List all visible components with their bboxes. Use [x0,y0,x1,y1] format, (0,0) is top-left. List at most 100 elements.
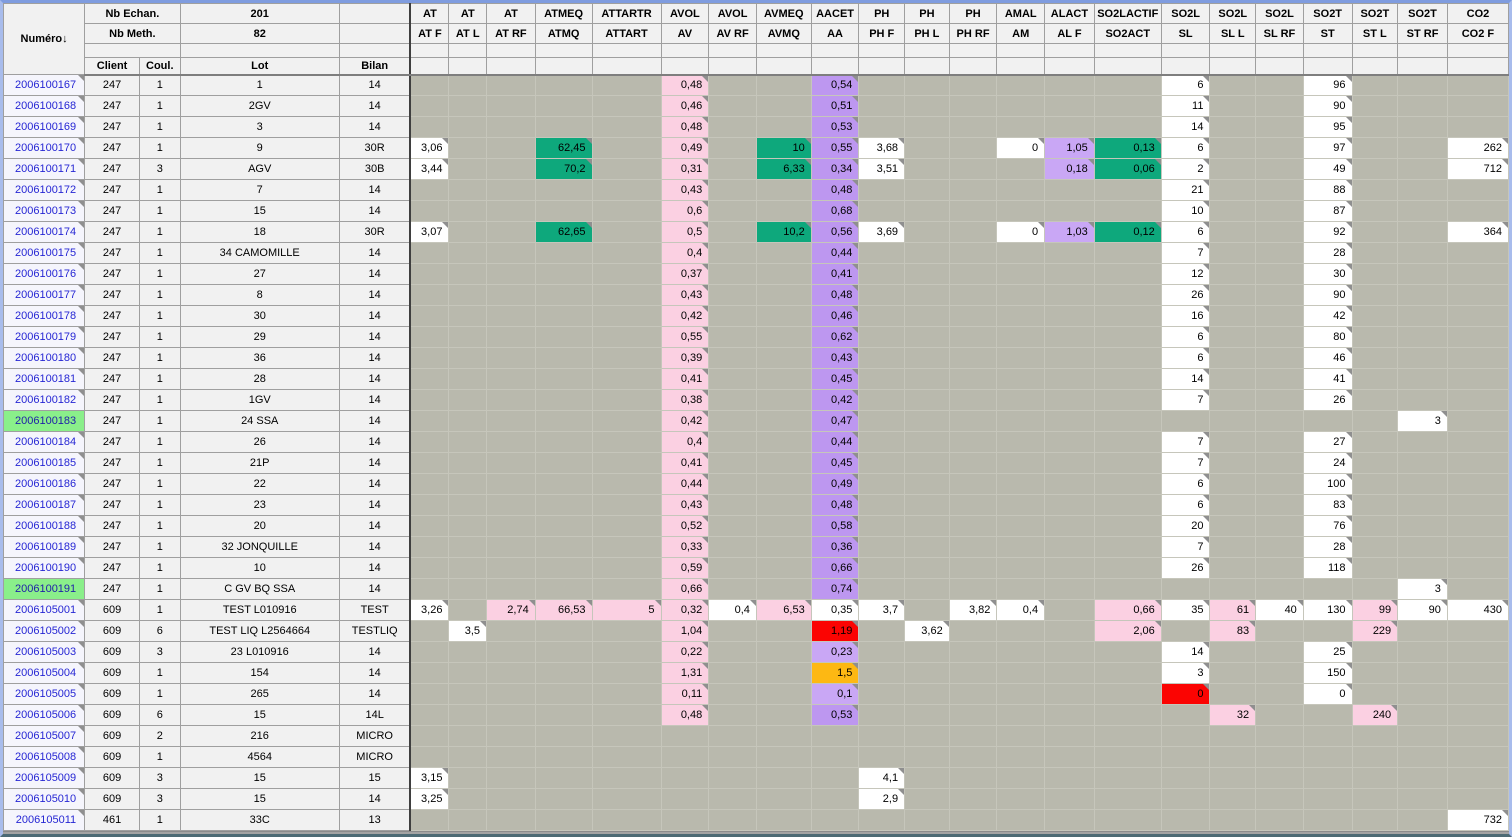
result-cell-sl[interactable]: 7 [1161,389,1211,411]
result-cell-aa[interactable]: 0,53 [811,704,860,726]
result-cell-av[interactable]: 0,44 [661,473,710,495]
result-cell-sl[interactable]: 10 [1161,200,1211,222]
col-code-alf[interactable]: AL F [1044,23,1095,44]
result-cell-atf[interactable]: 3,15 [409,767,450,789]
sample-number-cell[interactable]: 2006105005 [3,683,86,705]
col-group-phl[interactable]: PH [904,3,950,24]
col-code-phl[interactable]: PH L [904,23,950,44]
result-cell-slrf[interactable]: 40 [1255,599,1304,621]
result-cell-st[interactable]: 0 [1303,683,1353,705]
result-cell-atrf[interactable]: 2,74 [486,599,536,621]
result-cell-av[interactable]: 0,41 [661,452,710,474]
result-cell-avmq[interactable]: 6,33 [756,158,812,180]
result-cell-sll[interactable]: 32 [1209,704,1257,726]
result-cell-st[interactable]: 90 [1303,284,1353,306]
result-cell-sl[interactable]: 6 [1161,494,1211,516]
result-cell-av[interactable]: 0,48 [661,704,710,726]
result-cell-aa[interactable]: 0,74 [811,578,860,600]
sample-number-cell[interactable]: 2006105007 [3,725,86,747]
col-code-avmq[interactable]: AVMQ [755,23,812,44]
result-cell-sl[interactable]: 11 [1161,95,1211,117]
result-cell-aa[interactable]: 0,41 [811,263,860,285]
result-cell-sl[interactable]: 6 [1161,221,1211,243]
col-group-sll[interactable]: SO2L [1209,3,1257,24]
sample-number-cell[interactable]: 2006105001 [3,599,86,621]
col-group-st[interactable]: SO2T [1302,3,1353,24]
result-cell-aa[interactable]: 0,43 [811,347,860,369]
result-cell-phf[interactable]: 2,9 [858,788,906,810]
result-cell-atf[interactable]: 3,07 [409,221,450,243]
sample-number-cell[interactable]: 2006100188 [3,515,86,537]
col-code-atf[interactable]: AT F [409,23,450,44]
sample-number-cell[interactable]: 2006105002 [3,620,86,642]
col-code-so2act[interactable]: SO2ACT [1093,23,1162,44]
result-cell-av[interactable]: 0,43 [661,284,710,306]
result-cell-sl[interactable]: 26 [1161,557,1211,579]
result-cell-av[interactable]: 0,66 [661,578,710,600]
result-cell-av[interactable]: 0,42 [661,305,710,327]
sample-number-cell[interactable]: 2006100168 [3,95,86,117]
result-cell-st[interactable]: 90 [1303,95,1353,117]
result-cell-am[interactable]: 0,4 [996,599,1046,621]
result-cell-av[interactable]: 0,6 [661,200,710,222]
col-code-sll[interactable]: SL L [1209,23,1257,44]
result-cell-atmq[interactable]: 66,53 [535,599,593,621]
result-cell-sl[interactable]: 7 [1161,431,1211,453]
result-cell-phf[interactable]: 3,7 [858,599,906,621]
result-cell-st[interactable]: 80 [1303,326,1353,348]
result-cell-st[interactable]: 42 [1303,305,1353,327]
result-cell-av[interactable]: 0,31 [661,158,710,180]
result-cell-sll[interactable]: 61 [1209,599,1257,621]
sample-number-cell[interactable]: 2006105009 [3,767,86,789]
result-cell-sl[interactable]: 21 [1161,179,1211,201]
result-cell-phrf[interactable]: 3,82 [949,599,998,621]
sample-number-cell[interactable]: 2006100186 [3,473,86,495]
result-cell-sl[interactable]: 6 [1161,347,1211,369]
result-cell-co2f[interactable]: 712 [1447,158,1509,180]
sample-number-cell[interactable]: 2006100189 [3,536,86,558]
col-group-am[interactable]: AMAL [996,3,1046,24]
col-code-atl[interactable]: AT L [448,23,488,44]
result-cell-co2f[interactable]: 732 [1447,809,1509,831]
result-cell-sll[interactable]: 83 [1209,620,1257,642]
result-cell-st[interactable]: 96 [1303,74,1353,96]
sample-number-cell[interactable]: 2006100178 [3,305,86,327]
sample-number-cell[interactable]: 2006100187 [3,494,86,516]
result-cell-phl[interactable]: 3,62 [904,620,950,642]
result-cell-avmq[interactable]: 10 [756,137,812,159]
result-cell-sl[interactable]: 16 [1161,305,1211,327]
result-cell-av[interactable]: 0,33 [661,536,710,558]
sample-number-cell[interactable]: 2006100191 [3,578,86,600]
sample-number-cell[interactable]: 2006100179 [3,326,86,348]
result-cell-sl[interactable]: 14 [1161,116,1211,138]
sample-number-cell[interactable]: 2006100172 [3,179,86,201]
result-cell-so2act[interactable]: 0,66 [1094,599,1162,621]
result-cell-stl[interactable]: 240 [1352,704,1399,726]
sample-number-cell[interactable]: 2006100182 [3,389,86,411]
result-cell-aa[interactable]: 0,36 [811,536,860,558]
result-cell-aa[interactable]: 0,51 [811,95,860,117]
result-cell-co2f[interactable]: 364 [1447,221,1509,243]
result-cell-st[interactable]: 150 [1303,662,1353,684]
col-code-atmq[interactable]: ATMQ [534,23,593,44]
col-group-alf[interactable]: ALACT [1044,3,1095,24]
result-cell-st[interactable]: 28 [1303,242,1353,264]
result-cell-av[interactable]: 1,31 [661,662,710,684]
result-cell-av[interactable]: 0,48 [661,74,710,96]
col-group-strf[interactable]: SO2T [1397,3,1448,24]
col-code-attart[interactable]: ATTART [591,23,662,44]
result-cell-aa[interactable]: 0,48 [811,179,860,201]
col-code-sl[interactable]: SL [1160,23,1211,44]
col-code-st[interactable]: ST [1302,23,1353,44]
result-cell-sl[interactable]: 26 [1161,284,1211,306]
sample-number-cell[interactable]: 2006105004 [3,662,86,684]
result-cell-so2act[interactable]: 0,06 [1094,158,1162,180]
sample-number-cell[interactable]: 2006100174 [3,221,86,243]
result-cell-st[interactable]: 41 [1303,368,1353,390]
result-cell-aa[interactable]: 0,66 [811,557,860,579]
result-cell-atmq[interactable]: 70,2 [535,158,593,180]
result-cell-aa[interactable]: 0,45 [811,368,860,390]
col-group-co2f[interactable]: CO2 [1446,3,1509,24]
col-group-sl[interactable]: SO2L [1160,3,1211,24]
result-cell-av[interactable]: 0,32 [661,599,710,621]
